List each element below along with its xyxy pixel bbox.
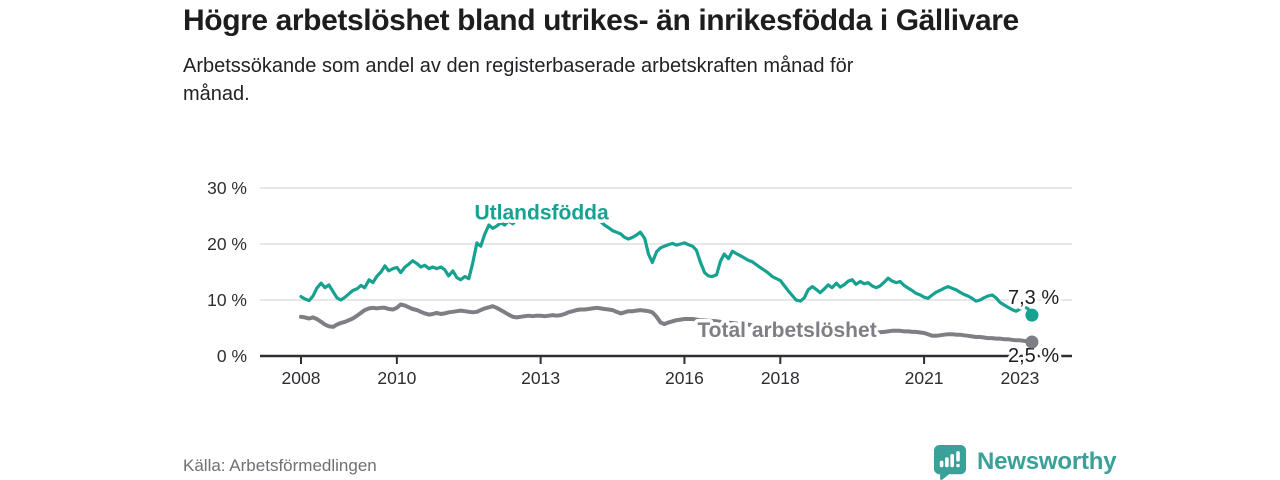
x-axis-tick-label: 2021 — [905, 368, 944, 388]
x-axis-tick-label: 2010 — [377, 368, 416, 388]
end-dot-utlandsfodda — [1025, 308, 1039, 322]
y-axis-tick-label: 10 % — [207, 290, 247, 310]
chart-header: Högre arbetslöshet bland utrikes- än inr… — [183, 4, 1103, 108]
chart-subtitle: Arbetssökande som andel av den registerb… — [183, 55, 854, 105]
newsworthy-brand: Newsworthy — [933, 444, 1117, 480]
newsworthy-logo-icon — [933, 445, 967, 480]
series-label-utlandsfodda: Utlandsfödda — [475, 202, 609, 225]
end-dot-total — [1025, 335, 1039, 349]
x-axis-tick-label: 2008 — [282, 368, 321, 388]
y-axis-tick-label: 20 % — [207, 234, 247, 254]
x-axis-tick-label: 2013 — [521, 368, 560, 388]
y-axis-tick-label: 30 % — [207, 178, 247, 198]
series-line-utlandsfodda — [299, 208, 1034, 317]
x-axis-tick-label: 2018 — [761, 368, 800, 388]
source-note: Källa: Arbetsförmedlingen — [183, 456, 377, 475]
y-axis-tick-label: 0 % — [217, 346, 247, 366]
end-value-label-utlandsfodda: 7,3 % — [1008, 287, 1059, 309]
end-value-label-total: 2,5 % — [1008, 345, 1059, 367]
series-label-total: Total arbetslöshet — [697, 319, 876, 342]
x-axis-tick-label: 2016 — [665, 368, 704, 388]
chart-title: Högre arbetslöshet bland utrikes- än inr… — [183, 4, 1019, 37]
brand-wordmark: Newsworthy — [977, 448, 1117, 475]
series-line-total — [299, 302, 1034, 344]
x-axis-tick-label: 2023 — [1000, 368, 1039, 388]
